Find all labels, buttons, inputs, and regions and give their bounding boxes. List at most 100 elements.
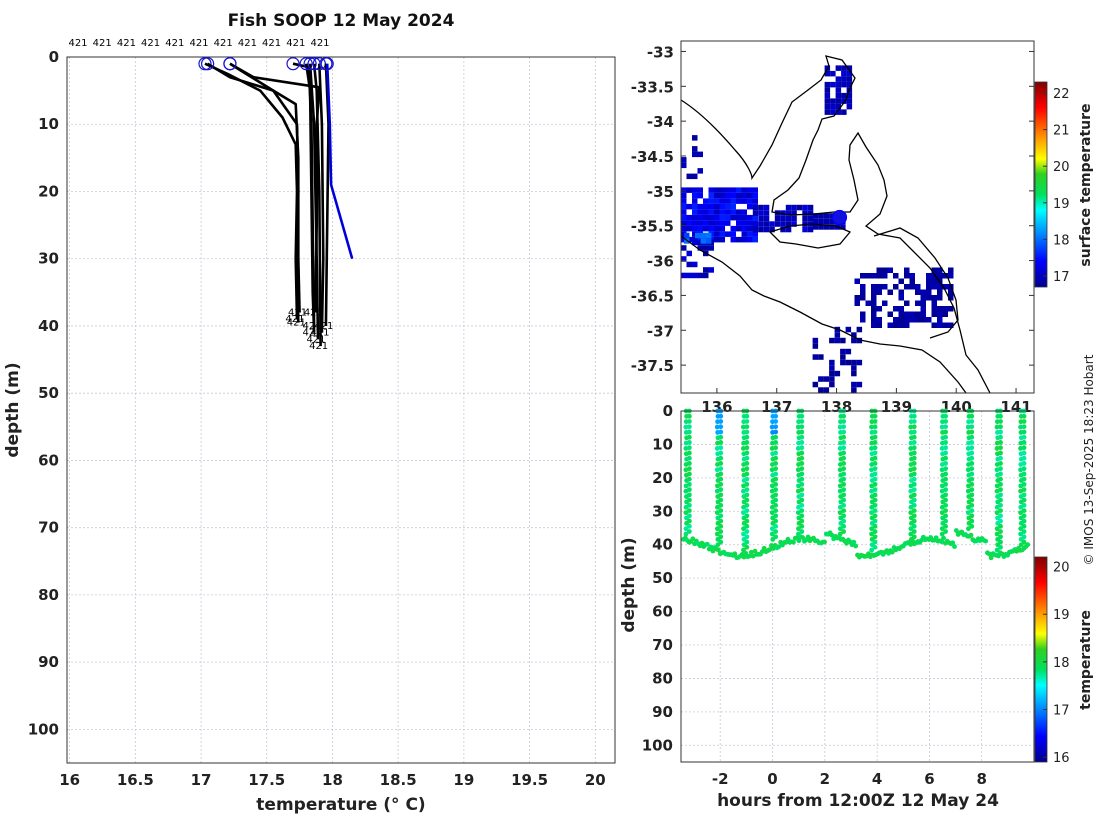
sst-cell — [692, 239, 698, 246]
sst-cell — [706, 238, 712, 244]
profile-line-11 — [325, 63, 354, 260]
profile-end-label: 421 — [287, 318, 306, 329]
sst-cell — [725, 209, 731, 215]
sst-cell — [807, 215, 814, 222]
sst-cell — [697, 203, 703, 210]
cast-point — [911, 445, 917, 451]
cast-point — [799, 518, 805, 524]
sst-cell — [752, 210, 759, 216]
sst-cell — [752, 226, 759, 233]
bottom-point — [747, 553, 752, 559]
sst-cell — [736, 220, 742, 226]
sst-cell — [812, 343, 819, 349]
cast-point — [1021, 513, 1027, 519]
cast-point — [911, 492, 917, 498]
sst-cell — [681, 187, 687, 193]
sst-cell — [937, 306, 943, 312]
sst-cell — [714, 225, 720, 232]
cast-point — [869, 510, 874, 516]
vessel-position-marker — [832, 209, 848, 225]
sst-cell — [752, 204, 759, 211]
cast-point — [943, 461, 949, 466]
cast-point — [869, 547, 875, 553]
cast-point — [799, 513, 805, 519]
time-depth-x-tick-label: 0 — [767, 770, 777, 788]
time-depth-frame — [680, 410, 1035, 763]
cast-point — [872, 523, 878, 529]
sst-cell — [692, 220, 698, 226]
cast-point — [686, 413, 692, 419]
cast-point — [908, 424, 914, 430]
bottom-point — [851, 539, 857, 545]
sst-cell — [780, 210, 786, 216]
cast-point — [943, 502, 949, 508]
sst-cell — [926, 317, 932, 323]
map-y-tick-label: -33.5 — [631, 78, 674, 96]
sst-cell — [920, 311, 926, 317]
sst-cell — [747, 203, 753, 210]
cast-point — [686, 434, 692, 440]
cast-point — [872, 455, 878, 461]
cast-point — [998, 466, 1003, 472]
sst-cell — [854, 278, 860, 284]
profile-x-axis-label: temperature (° C) — [256, 795, 425, 815]
sst-cell — [692, 192, 698, 199]
sst-cell — [834, 332, 841, 338]
sst-cell — [851, 370, 857, 377]
cast-point — [744, 419, 750, 424]
map-x-tick-label: 138 — [821, 398, 852, 416]
profile-vessel-label: 421 — [238, 38, 257, 49]
cast-point — [841, 508, 847, 513]
sst-cell — [730, 187, 736, 193]
temperature-colorbar-tick-label: 19 — [1053, 608, 1070, 623]
sst-cell — [893, 273, 899, 279]
cast-point — [744, 502, 750, 508]
cast-point — [1018, 510, 1023, 516]
profile-vessel-label: 421 — [286, 38, 305, 49]
cast-point — [718, 508, 724, 513]
sst-cell — [915, 284, 921, 290]
profile-start-marker — [286, 57, 300, 71]
sst-cell — [830, 109, 836, 115]
cast-point — [872, 534, 878, 540]
profile-start-marker — [312, 57, 326, 71]
sst-cell — [823, 213, 830, 219]
cast-point — [1021, 419, 1027, 424]
sst-cell — [752, 214, 758, 221]
cast-point — [744, 424, 750, 430]
sst-cell — [686, 250, 692, 257]
cast-point — [741, 547, 746, 553]
sst-cell — [931, 295, 937, 301]
sst-cell — [851, 332, 857, 338]
sst-cell — [697, 245, 703, 251]
sst-cell — [851, 359, 857, 366]
cast-point — [908, 526, 914, 532]
sst-colorbar-tick-label: 19 — [1053, 197, 1070, 212]
cast-point — [799, 471, 805, 477]
cast-point — [1021, 476, 1027, 482]
profile-x-tick-label: 16 — [59, 771, 80, 789]
cast-point — [841, 424, 847, 430]
cast-point — [686, 461, 692, 466]
sst-cell — [802, 215, 808, 222]
cast-point — [799, 523, 805, 529]
profile-start-marker — [320, 57, 334, 71]
cast-point — [911, 513, 917, 519]
cast-point — [998, 413, 1003, 419]
sst-cell — [758, 221, 764, 227]
sst-cell — [920, 289, 926, 295]
sst-cell — [741, 209, 747, 215]
sst-cell — [681, 192, 687, 199]
cast-point — [799, 434, 805, 440]
cast-point — [872, 502, 878, 508]
profile-start-marker — [223, 57, 237, 71]
sst-cell — [865, 273, 871, 279]
sst-cell — [942, 273, 948, 279]
sst-cell — [823, 376, 830, 382]
sst-cell — [780, 221, 786, 227]
cast-point — [1021, 481, 1027, 487]
sst-cell — [845, 348, 852, 355]
sst-cell — [909, 273, 915, 279]
sst-cell — [686, 272, 692, 279]
cast-point — [911, 440, 917, 445]
